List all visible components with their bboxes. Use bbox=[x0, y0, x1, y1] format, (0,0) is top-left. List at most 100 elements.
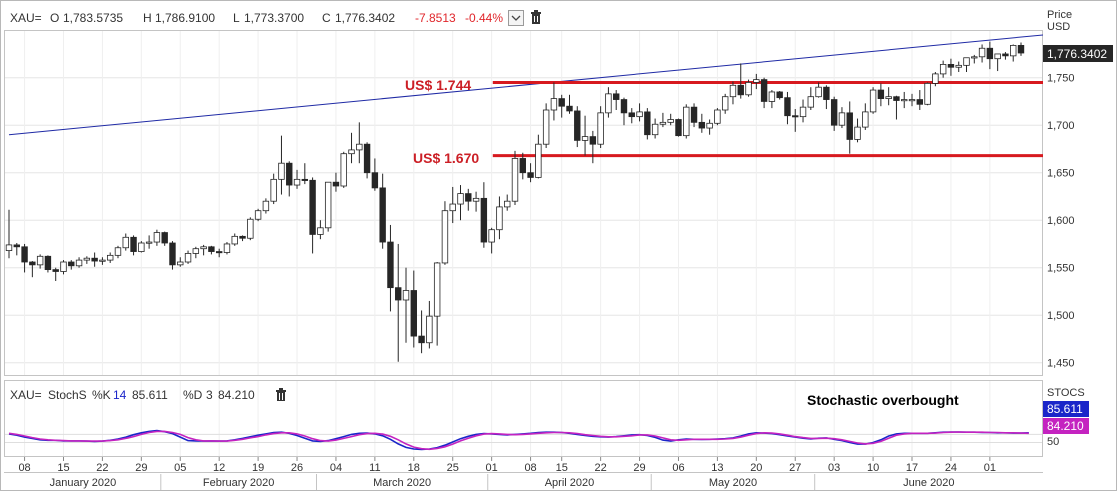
candle bbox=[574, 106, 581, 148]
candle bbox=[301, 163, 309, 185]
month-label: May 2020 bbox=[709, 477, 757, 489]
stoch-plot bbox=[8, 429, 1029, 451]
candle bbox=[558, 94, 565, 118]
candle bbox=[262, 198, 270, 214]
candle bbox=[402, 267, 410, 343]
candle bbox=[317, 220, 324, 240]
header-change-pct: -0.44% bbox=[465, 11, 503, 25]
candle bbox=[675, 118, 682, 137]
candle bbox=[200, 244, 207, 256]
day-tick-label: 19 bbox=[252, 462, 264, 474]
candle bbox=[916, 90, 924, 110]
stoch-d-label: %D bbox=[183, 388, 203, 402]
header-high-label: H bbox=[143, 11, 152, 25]
candle bbox=[511, 150, 519, 205]
candle bbox=[215, 248, 223, 258]
candle bbox=[231, 233, 238, 246]
candle bbox=[745, 79, 752, 97]
candle bbox=[667, 113, 674, 126]
candle bbox=[714, 108, 721, 126]
candle bbox=[612, 90, 620, 110]
price-plot bbox=[5, 34, 1043, 362]
candle bbox=[527, 163, 534, 183]
candle bbox=[99, 257, 106, 265]
candle bbox=[776, 91, 783, 100]
stoch-d-badge: 84.210 bbox=[1043, 418, 1089, 434]
chevron-down-icon[interactable] bbox=[508, 10, 524, 26]
candle bbox=[877, 83, 885, 107]
candle bbox=[784, 91, 791, 125]
candle bbox=[535, 134, 542, 179]
candle bbox=[566, 94, 573, 114]
price-panel bbox=[4, 30, 1043, 376]
price-axis-unit: USD bbox=[1047, 21, 1070, 33]
header-close-label: C bbox=[322, 11, 331, 25]
time-axis: 08 15 22 29 05 12 19 26 04 11 18 25 01 08 15 22 29 06 13 20… bbox=[18, 457, 996, 490]
candle bbox=[169, 241, 176, 270]
price-axis-title: Price bbox=[1047, 9, 1072, 21]
candle bbox=[208, 245, 215, 255]
candle bbox=[44, 255, 52, 273]
candle bbox=[309, 177, 316, 254]
candle bbox=[823, 85, 830, 110]
candle bbox=[901, 91, 908, 109]
candle bbox=[153, 229, 161, 246]
candle bbox=[605, 87, 612, 118]
candle bbox=[472, 191, 480, 212]
day-tick-label: 01 bbox=[984, 462, 996, 474]
trash-icon[interactable] bbox=[531, 10, 541, 24]
stoch-annotation: Stochastic overbought bbox=[807, 392, 959, 408]
candle bbox=[223, 242, 231, 255]
header-symbol: XAU= bbox=[10, 11, 42, 25]
day-tick-label: 29 bbox=[633, 462, 645, 474]
candle bbox=[395, 243, 402, 362]
candle bbox=[363, 142, 371, 179]
stoch-axis-title: STOCS bbox=[1047, 387, 1085, 399]
candle bbox=[332, 172, 340, 192]
candle bbox=[830, 96, 838, 131]
candle bbox=[83, 256, 91, 264]
candle bbox=[371, 158, 379, 191]
last-price-badge: 1,776.3402 bbox=[1043, 45, 1113, 62]
day-tick-label: 01 bbox=[486, 462, 498, 474]
candle bbox=[488, 227, 495, 254]
header-close-value: 1,776.3402 bbox=[335, 11, 395, 25]
price-tick-label: 1,450 bbox=[1047, 358, 1075, 370]
candle bbox=[869, 87, 877, 114]
candle bbox=[184, 250, 192, 264]
candle bbox=[13, 243, 20, 256]
price-header: XAU= O 1,783.5735 H 1,786.9100 L 1,773.3… bbox=[10, 11, 503, 25]
candle bbox=[971, 54, 978, 64]
candle bbox=[620, 97, 628, 126]
candle bbox=[994, 53, 1001, 72]
day-tick-label: 10 bbox=[867, 462, 879, 474]
candle bbox=[651, 118, 659, 139]
day-tick-label: 24 bbox=[945, 462, 957, 474]
candle bbox=[418, 310, 425, 354]
candle bbox=[441, 201, 449, 265]
month-label: February 2020 bbox=[203, 477, 275, 489]
trash-icon[interactable] bbox=[276, 388, 286, 401]
stoch-d-period: 3 bbox=[206, 388, 213, 402]
candle bbox=[799, 99, 807, 123]
header-low-value: 1,773.3700 bbox=[244, 11, 304, 25]
candle bbox=[270, 173, 277, 205]
candle bbox=[924, 82, 931, 106]
day-tick-label: 27 bbox=[789, 462, 801, 474]
stoch-axis-tick-50: 50 bbox=[1047, 436, 1059, 448]
day-tick-label: 08 bbox=[524, 462, 536, 474]
candle bbox=[947, 58, 955, 76]
candle bbox=[138, 241, 145, 253]
header-high-value: 1,786.9100 bbox=[155, 11, 215, 25]
day-tick-label: 05 bbox=[174, 462, 186, 474]
candle bbox=[106, 252, 114, 263]
candle bbox=[737, 63, 744, 99]
candle bbox=[122, 233, 129, 251]
candle bbox=[60, 260, 67, 275]
candle bbox=[1002, 52, 1009, 60]
day-tick-label: 12 bbox=[213, 462, 225, 474]
support-label: US$ 1.670 bbox=[413, 150, 479, 166]
last-price-value: 1,776.3402 bbox=[1047, 47, 1107, 61]
day-tick-label: 25 bbox=[447, 462, 459, 474]
day-tick-label: 29 bbox=[135, 462, 147, 474]
